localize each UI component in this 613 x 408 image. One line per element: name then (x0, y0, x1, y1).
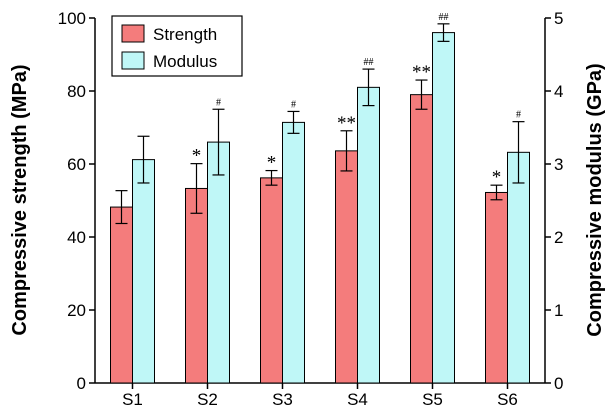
bar-modulus (432, 32, 455, 384)
x-tick-label: S5 (422, 390, 443, 408)
x-tick-label: S3 (272, 390, 293, 408)
bar-modulus (207, 141, 230, 384)
bar-modulus (132, 159, 155, 384)
bar-strength (335, 150, 358, 384)
significance-mark-strength: * (267, 153, 277, 174)
x-tick-label: S6 (497, 390, 518, 408)
significance-mark-modulus: # (516, 110, 521, 121)
significance-mark-modulus: # (216, 97, 221, 108)
y-axis-right-title: Compressive modulus (GPa) (584, 63, 606, 336)
y-left-tick-label: 100 (58, 9, 86, 28)
legend-label-strength: Strength (153, 25, 217, 44)
legend-swatch-strength (121, 24, 145, 43)
bar-strength (410, 94, 433, 384)
y-right-tick-label: 0 (554, 374, 563, 393)
x-tick-label: S2 (197, 390, 218, 408)
bar-modulus (357, 86, 380, 384)
y-left-tick-label: 40 (67, 228, 86, 247)
y-left-tick-label: 60 (67, 155, 86, 174)
significance-mark-strength: * (492, 167, 502, 188)
bar-modulus (282, 121, 305, 384)
y-right-tick-label: 4 (554, 82, 563, 101)
y-axis-left-title: Compressive strength (MPa) (9, 64, 31, 335)
bar-strength (485, 191, 508, 384)
y-left-tick-label: 20 (67, 301, 86, 320)
y-right-tick-label: 5 (554, 9, 563, 28)
y-right-tick-label: 3 (554, 155, 563, 174)
bar-modulus (507, 151, 530, 384)
significance-mark-modulus: # (291, 99, 296, 110)
y-left-tick-label: 0 (77, 374, 86, 393)
significance-mark-modulus: ## (364, 57, 374, 68)
significance-mark-strength: * (192, 146, 202, 167)
significance-mark-strength: ** (337, 113, 356, 134)
legend: Strength Modulus (111, 15, 243, 77)
y-right-tick-label: 1 (554, 301, 563, 320)
legend-label-modulus: Modulus (153, 52, 217, 71)
y-left-tick-label: 80 (67, 82, 86, 101)
x-tick-label: S1 (122, 390, 143, 408)
significance-mark-strength: ** (412, 62, 431, 83)
significance-mark-modulus: ## (439, 12, 449, 23)
x-tick-label: S4 (347, 390, 368, 408)
bar-strength (185, 187, 208, 384)
bar-strength (110, 206, 133, 384)
legend-swatch-modulus (121, 51, 145, 70)
bar-strength (260, 177, 283, 384)
y-right-tick-label: 2 (554, 228, 563, 247)
